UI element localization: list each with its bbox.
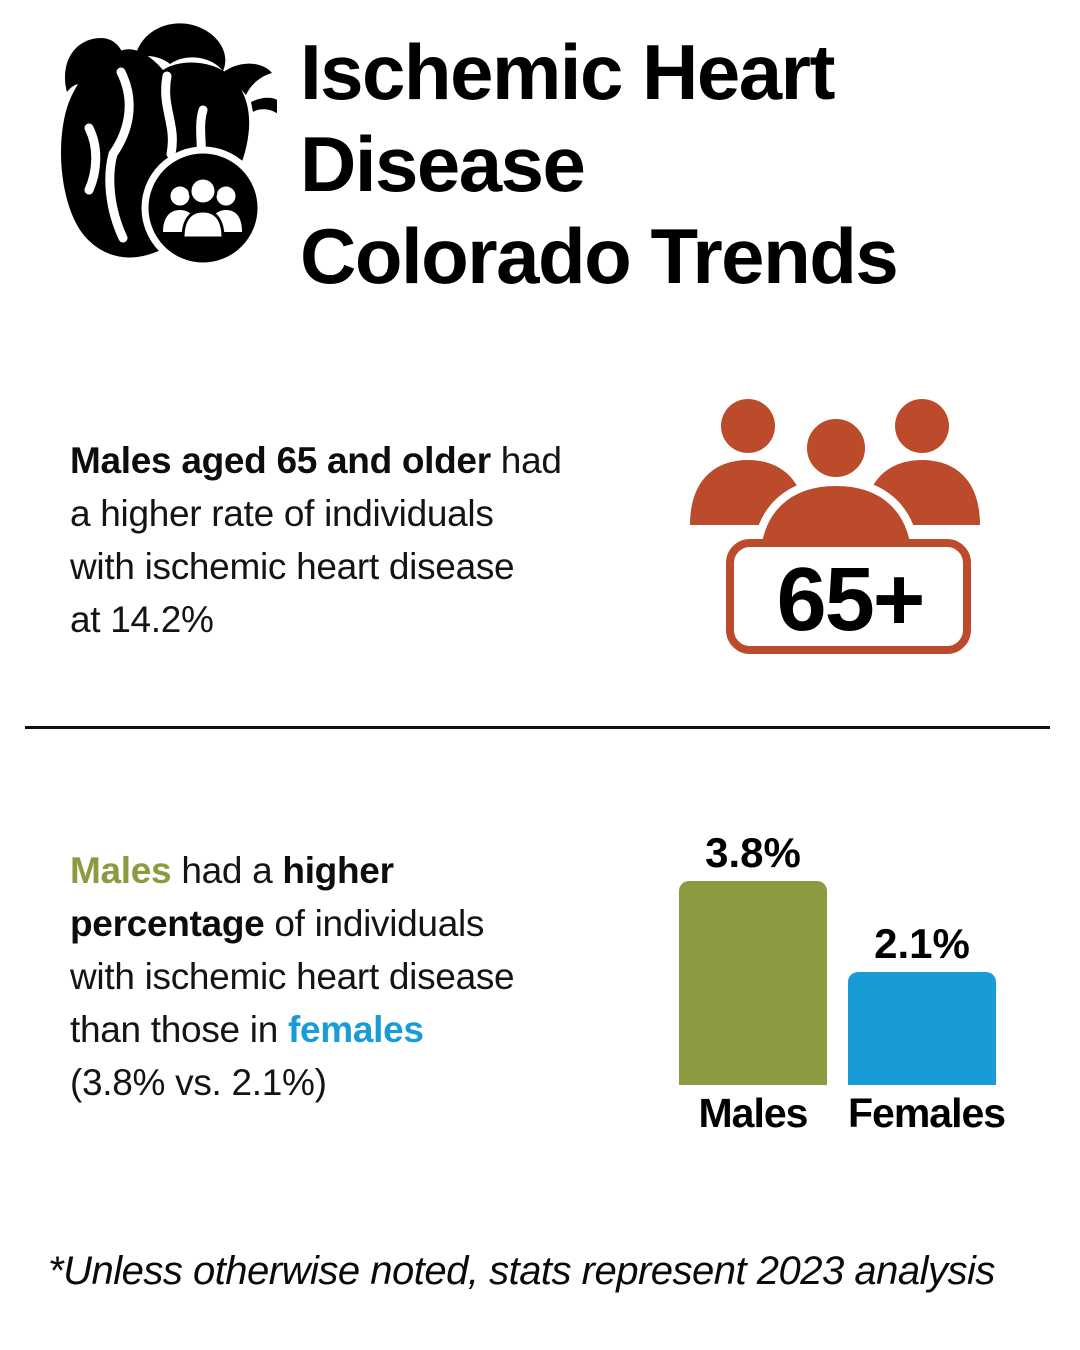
bar-value-label: 3.8% [705, 829, 801, 876]
gender-comparison-text: Males had a higher percentage of individu… [70, 844, 700, 1109]
text-segment: a higher rate of individuals [70, 493, 494, 534]
bar-category-label: Females [848, 1090, 1006, 1136]
title-line: Colorado Trends [300, 212, 899, 300]
text-segment: had a [171, 850, 283, 891]
section-divider [25, 726, 1050, 729]
age-badge [726, 539, 971, 654]
text-segment: than those in [70, 1009, 288, 1050]
text-segment: of individuals [264, 903, 485, 944]
text-segment: females [287, 1009, 424, 1050]
text-segment: (3.8% vs. 2.1%) [70, 1062, 327, 1103]
text-line: (3.8% vs. 2.1%) [70, 1056, 700, 1109]
gender-bar-chart-categories: Males Females [679, 1090, 1007, 1137]
text-line: percentage of individuals [70, 897, 700, 950]
bar-category-label: Males [698, 1090, 809, 1136]
text-line: than those in females [70, 1003, 700, 1056]
bar-males [679, 881, 827, 1085]
age-badge-label: 65+ [777, 550, 924, 650]
seniors-group-icon: 65+ [680, 393, 990, 658]
infographic-title: Ischemic Heart Disease Colorado Trends [300, 26, 1060, 302]
bar-value-label: 2.1% [874, 920, 970, 967]
text-segment: Males [70, 850, 172, 891]
bar-females [848, 972, 996, 1085]
text-line: with ischemic heart disease [70, 950, 700, 1003]
text-line: Males had a higher [70, 844, 700, 897]
text-segment: had [490, 440, 562, 481]
text-segment: percentage [70, 903, 265, 944]
title-line: Disease [300, 120, 586, 208]
text-line: with ischemic heart disease [70, 540, 700, 593]
text-line: a higher rate of individuals [70, 487, 700, 540]
text-line: Males aged 65 and older had [70, 434, 700, 487]
stat-65-text: Males aged 65 and older had a higher rate… [70, 434, 700, 646]
text-segment: at 14.2% [70, 599, 214, 640]
text-segment: with ischemic heart disease [70, 956, 515, 997]
anatomical-heart-with-people-icon [25, 10, 283, 270]
text-segment: Males aged 65 and older [70, 440, 491, 481]
text-segment: with ischemic heart disease [70, 546, 515, 587]
text-line: at 14.2% [70, 593, 700, 646]
footnote: *Unless otherwise noted, stats represent… [48, 1249, 995, 1293]
people-glyph [163, 176, 242, 240]
bar-column-males: 3.8% [679, 826, 827, 1085]
bar-column-females: 2.1% [848, 826, 996, 1085]
text-segment: higher [282, 850, 394, 891]
title-line: Ischemic Heart [300, 28, 835, 116]
gender-bar-chart: 3.8% 2.1% [679, 826, 999, 1085]
